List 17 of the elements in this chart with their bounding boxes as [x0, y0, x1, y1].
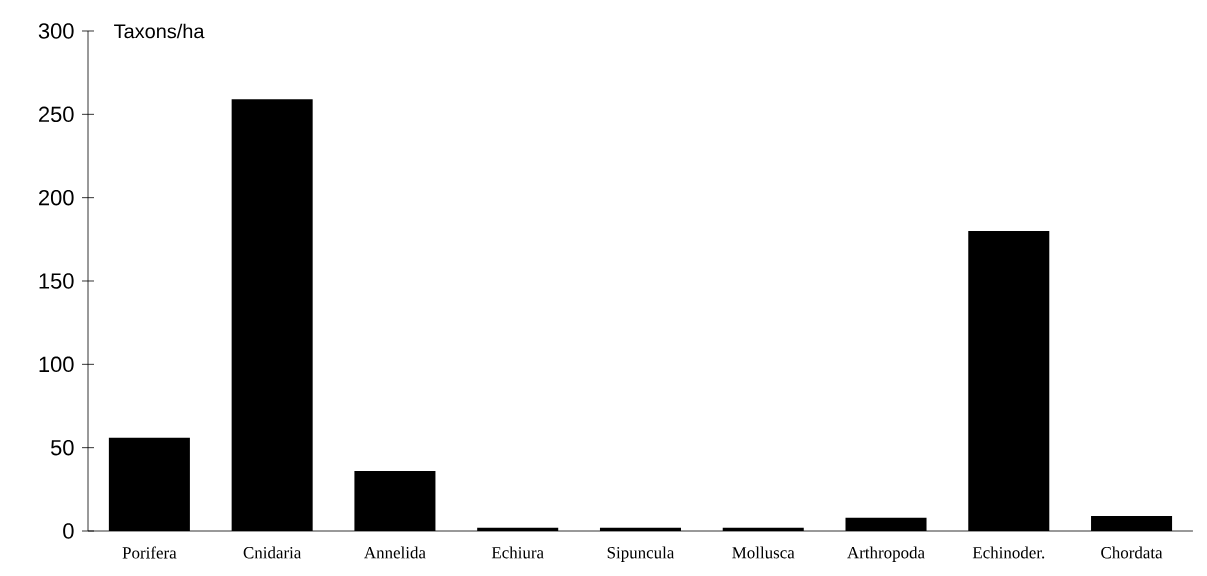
- y-tick-label: 300: [38, 23, 74, 39]
- x-tick-label: Arthropoda: [847, 546, 925, 562]
- y-tick-label: 150: [39, 273, 74, 289]
- x-tick-label: Porifera: [122, 546, 177, 559]
- x-tick-label: Echinoder.: [972, 546, 1045, 559]
- x-tick-label: Echiura: [491, 546, 544, 559]
- x-tick-label: Cnidaria: [243, 546, 302, 559]
- x-tick-label: Chordata: [1101, 546, 1163, 559]
- y-tick-label: 50: [50, 439, 74, 456]
- y-tick-label: 250: [39, 106, 74, 123]
- y-tick-label: 0: [63, 523, 74, 539]
- x-tick-label: Mollusca: [732, 546, 795, 559]
- x-tick-label: Annelida: [364, 546, 426, 559]
- y-tick-label: 100: [39, 356, 74, 373]
- y-axis-title: Taxons/ha: [114, 23, 205, 39]
- x-tick-label: Sipuncula: [607, 546, 675, 562]
- y-tick-label: 200: [39, 189, 74, 206]
